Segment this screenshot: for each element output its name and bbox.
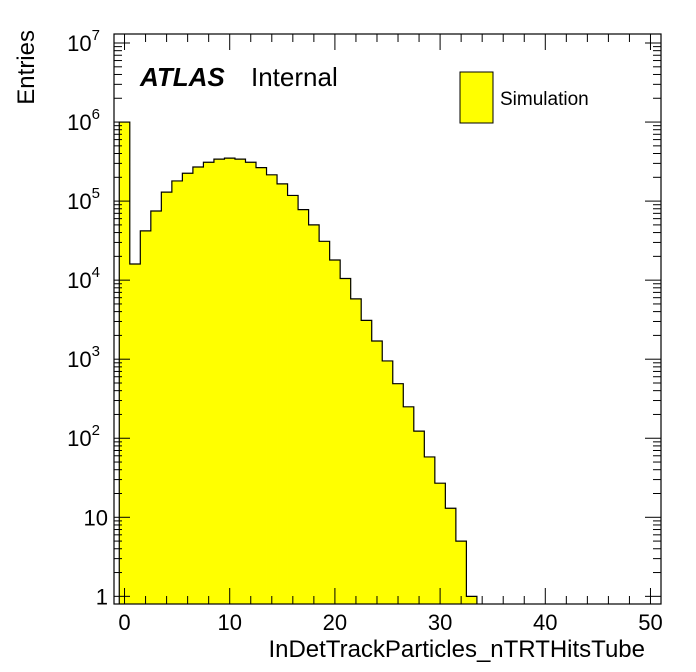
histogram-bin	[329, 259, 341, 604]
histogram-bin	[224, 158, 236, 604]
histogram-bin	[150, 210, 162, 604]
histogram-bin	[277, 183, 288, 604]
histogram-bin	[140, 230, 152, 604]
y-tick-label: 105	[67, 185, 100, 214]
histogram-bin	[245, 162, 257, 604]
x-tick-label: 40	[533, 610, 557, 635]
x-tick-label: 20	[323, 610, 347, 635]
histogram-bin	[182, 173, 194, 604]
histogram-bin	[266, 174, 278, 604]
y-tick-label: 102	[67, 422, 100, 451]
histogram-bin	[287, 195, 299, 604]
x-axis-title: InDetTrackParticles_nTRTHitsTube	[268, 636, 645, 663]
atlas-label-internal: Internal	[251, 62, 338, 92]
y-tick-label: 103	[67, 343, 100, 372]
histogram-bin	[319, 241, 331, 605]
histogram-bin	[361, 320, 373, 604]
x-tick-label: 0	[118, 610, 130, 635]
histogram-bin	[392, 383, 404, 604]
histogram-bin	[445, 508, 457, 604]
x-tick-label: 30	[428, 610, 452, 635]
histogram-bin	[434, 483, 446, 604]
axes: 0 10 20 30 40 50 1 10 102 103 104 105 106 107	[67, 27, 663, 635]
histogram-bin	[129, 264, 141, 604]
histogram-bin	[298, 209, 310, 605]
histogram-bin	[466, 596, 478, 604]
histogram-bin	[171, 180, 183, 605]
histogram-bin	[424, 456, 436, 604]
legend-swatch	[459, 71, 494, 124]
legend-label: Simulation	[500, 89, 589, 110]
histogram-bin	[350, 298, 362, 604]
y-tick-label: 10	[84, 505, 108, 530]
histogram-bin	[161, 192, 173, 604]
legend: Simulation	[459, 71, 589, 124]
y-tick-label: 106	[67, 106, 100, 135]
atlas-label-bold: ATLAS	[139, 62, 225, 92]
histogram-bin	[203, 162, 215, 604]
y-tick-label: 107	[67, 27, 100, 56]
y-tick-label: 1	[96, 584, 108, 609]
histogram-bin	[119, 122, 131, 605]
x-tick-label: 10	[217, 610, 241, 635]
histogram-bin	[382, 360, 394, 604]
atlas-label: ATLAS Internal	[139, 62, 338, 92]
histogram-bin	[256, 167, 267, 604]
histogram-bin	[455, 541, 467, 604]
histogram-outline	[118, 121, 478, 604]
histogram-bin	[413, 431, 425, 604]
histogram-bars	[118, 121, 478, 605]
histogram-bin	[234, 159, 246, 604]
plot-frame	[113, 33, 662, 605]
histogram-bin	[403, 406, 415, 604]
x-tick-label: 50	[638, 610, 662, 635]
histogram-bin	[192, 167, 204, 604]
y-tick-label: 104	[67, 264, 100, 293]
histogram-bin	[371, 340, 383, 604]
histogram-bin	[340, 278, 352, 604]
histogram-bin	[213, 159, 225, 604]
y-axis-title: Entries	[13, 30, 40, 105]
histogram-bin	[308, 224, 320, 604]
